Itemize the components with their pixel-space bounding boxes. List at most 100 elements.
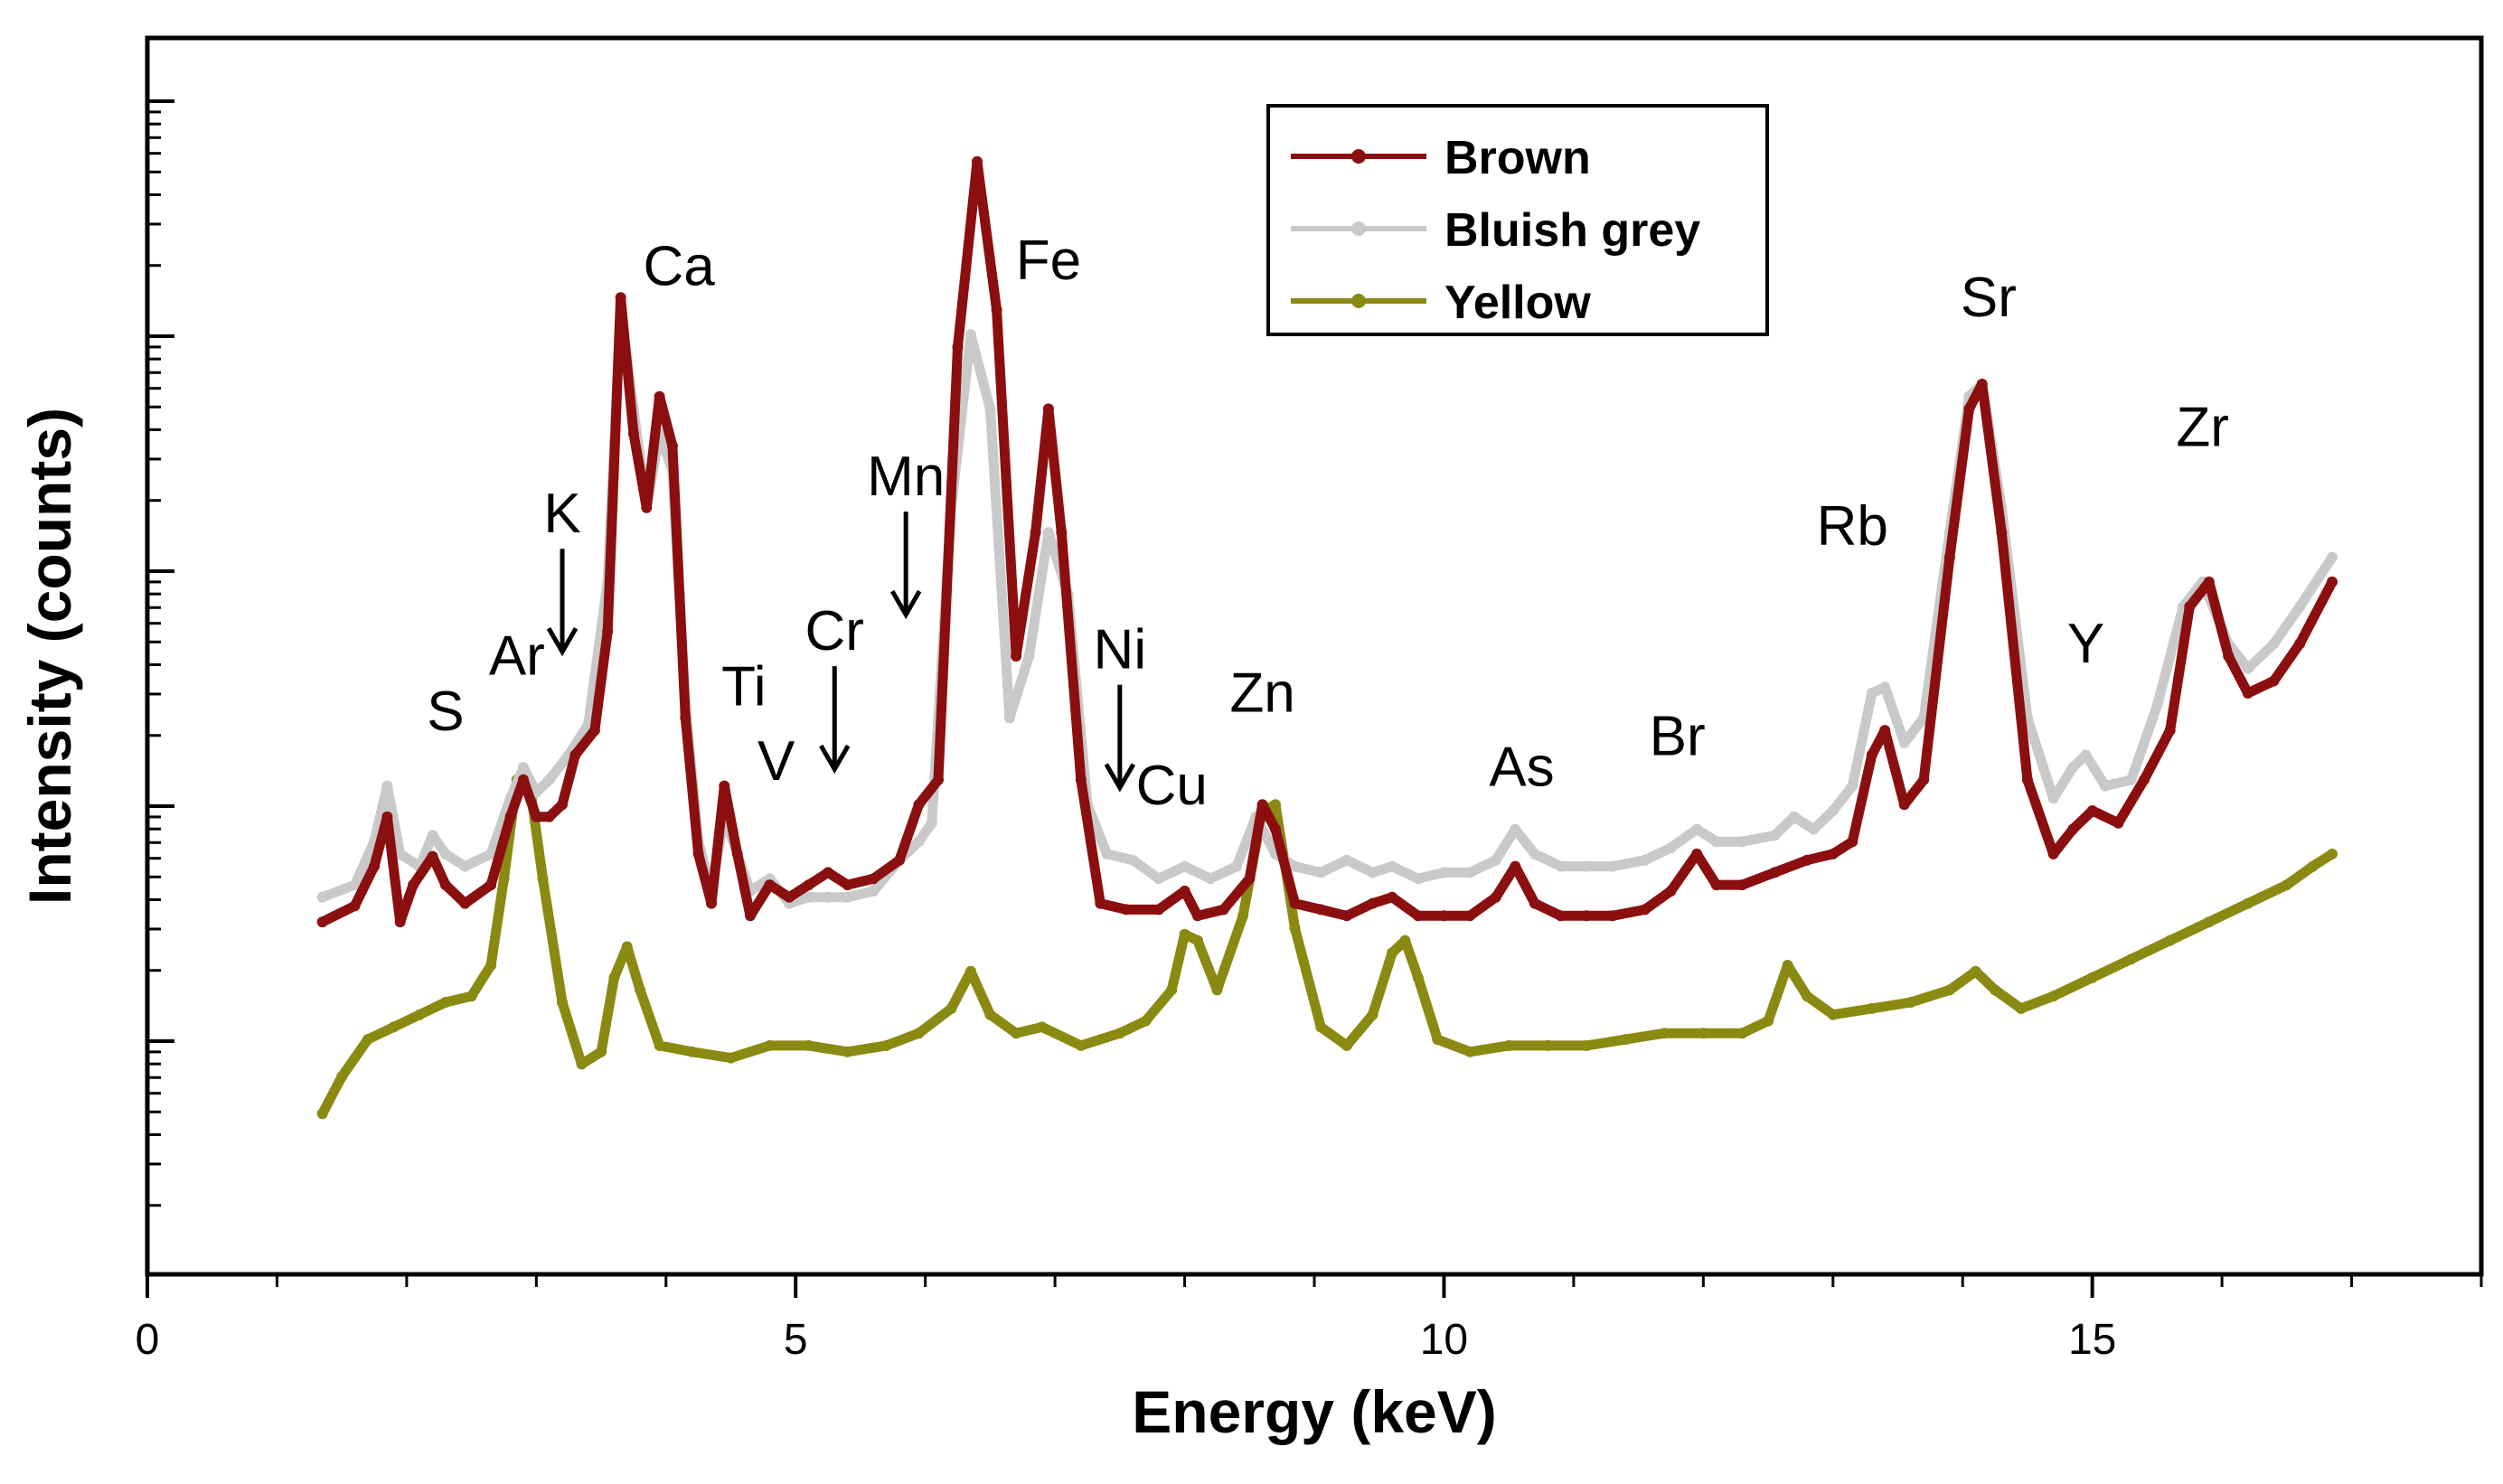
data-point-brown [518, 774, 529, 785]
data-point-brown [615, 292, 626, 304]
data-point-brown [745, 910, 756, 922]
data-point-brown [588, 725, 600, 737]
data-point-bluish-grey [543, 774, 555, 785]
data-point-yellow [2242, 897, 2254, 909]
data-point-brown [627, 427, 639, 439]
peak-label-ti: Ti [721, 656, 766, 719]
data-point-bluish-grey [913, 836, 925, 848]
data-point-yellow [2125, 953, 2137, 965]
legend: Brown Bluish grey Yellow [1266, 104, 1769, 336]
data-point-brown [381, 811, 393, 822]
data-point-bluish-grey [1898, 737, 1910, 748]
data-point-brown [2242, 688, 2254, 699]
data-point-bluish-grey [1230, 860, 1242, 872]
data-point-brown [1736, 879, 1748, 891]
peak-label-s: S [427, 681, 464, 743]
data-point-bluish-grey [842, 891, 853, 903]
peak-label-ca: Ca [643, 236, 715, 298]
data-point-yellow [1990, 984, 2001, 996]
data-point-brown [1191, 910, 1203, 922]
data-point-yellow [984, 1009, 996, 1020]
data-point-brown [1270, 823, 1281, 835]
data-point-yellow [1736, 1028, 1748, 1039]
data-point-brown [680, 712, 692, 724]
data-point-bluish-grey [485, 848, 497, 859]
data-point-brown [1121, 904, 1132, 916]
data-point-yellow [466, 991, 477, 1002]
data-point-yellow [1542, 1039, 1554, 1051]
data-point-brown [1581, 910, 1593, 922]
data-point-bluish-grey [1769, 830, 1781, 841]
peak-arrow-head-ni [1104, 763, 1135, 793]
data-point-brown [972, 155, 983, 167]
data-point-yellow [596, 1046, 607, 1057]
data-point-yellow [498, 873, 510, 885]
data-point-yellow [1698, 1028, 1709, 1039]
legend-label-yellow: Yellow [1444, 277, 1591, 329]
x-tick-label: 0 [136, 1316, 160, 1364]
peak-label-br: Br [1650, 705, 1706, 767]
data-point-bluish-grey [518, 762, 529, 774]
peak-label-k: K [543, 483, 580, 545]
data-point-brown [641, 502, 653, 513]
data-point-brown [1367, 897, 1379, 909]
data-point-yellow [608, 972, 620, 983]
data-point-brown [394, 916, 406, 928]
data-point-brown [913, 799, 925, 811]
data-point-yellow [1620, 1034, 1632, 1046]
data-point-yellow [686, 1046, 698, 1057]
data-point-brown [692, 848, 704, 859]
data-point-brown [1976, 379, 1988, 390]
data-point-bluish-grey [394, 848, 406, 859]
data-point-brown [569, 749, 581, 761]
data-point-bluish-grey [2080, 749, 2092, 761]
data-point-yellow [1659, 1028, 1670, 1039]
data-point-bluish-grey [1438, 867, 1450, 878]
data-point-brown [1075, 774, 1087, 785]
data-point-brown [952, 342, 964, 352]
peak-label-rb: Rb [1817, 495, 1888, 558]
data-point-bluish-grey [984, 403, 996, 415]
data-point-brown [1256, 799, 1268, 811]
data-point-bluish-grey [1510, 823, 1521, 835]
data-point-brown [1056, 527, 1068, 539]
data-point-brown [803, 879, 814, 891]
data-point-yellow [362, 1034, 373, 1046]
data-point-yellow [1270, 799, 1281, 811]
data-point-yellow [1140, 1015, 1152, 1027]
data-point-yellow [414, 1009, 426, 1020]
data-point-bluish-grey [1736, 836, 1748, 848]
data-point-yellow [1114, 1028, 1125, 1039]
legend-label-bluish-grey: Bluish grey [1444, 204, 1700, 257]
data-point-yellow [1399, 935, 1411, 946]
data-point-yellow [485, 960, 497, 971]
data-point-bluish-grey [1606, 860, 1618, 872]
data-point-bluish-grey [1827, 805, 1839, 816]
data-point-yellow [1211, 984, 1223, 996]
peak-label-zn: Zn [1229, 662, 1294, 725]
data-point-brown [531, 811, 542, 822]
data-point-bluish-grey [1691, 823, 1703, 835]
data-point-bluish-grey [349, 879, 361, 891]
data-point-brown [1179, 885, 1190, 897]
data-point-yellow [965, 965, 976, 977]
data-point-yellow [2203, 916, 2215, 928]
data-point-bluish-grey [439, 848, 451, 859]
data-point-brown [2139, 774, 2150, 785]
legend-entry-bluish-grey: Bluish grey [1291, 204, 1700, 257]
data-point-bluish-grey [823, 891, 834, 903]
data-point-brown [2223, 651, 2235, 662]
peak-label-fe: Fe [1016, 230, 1081, 292]
legend-box [1266, 104, 1769, 336]
data-point-bluish-grey [1179, 860, 1190, 872]
data-point-brown [654, 390, 665, 402]
data-point-brown [2268, 675, 2280, 687]
data-point-yellow [336, 1071, 348, 1083]
data-point-brown [1218, 904, 1229, 916]
data-point-brown [894, 854, 905, 866]
data-point-bluish-grey [926, 817, 937, 829]
data-point-yellow [2086, 972, 2098, 983]
data-point-yellow [880, 1039, 892, 1051]
